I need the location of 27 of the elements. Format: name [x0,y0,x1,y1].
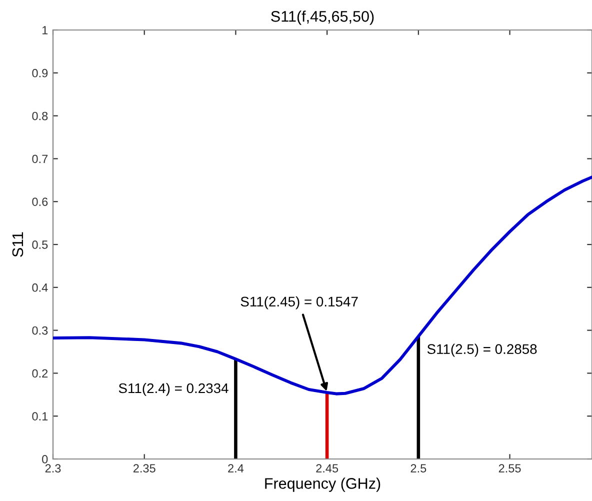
x-axis-title: Frequency (GHz) [265,478,380,492]
y-tick-label: 0.6 [32,198,48,206]
annotation: S11(2.45) = 0.1547 [240,296,358,310]
y-tick-label: 1 [42,26,48,34]
line-series [53,176,592,396]
chart-title: S11(f,45,65,50) [271,10,374,25]
y-tick-label: 0.8 [32,112,48,120]
x-tick-label: 2.4 [228,464,244,472]
y-tick-label: 0.5 [32,240,48,249]
y-tick-label: 0.9 [32,68,48,78]
annotation: S11(2.4) = 0.2334 [118,382,228,396]
y-tick-label: 0.7 [32,154,48,164]
y-tick-label: 0.1 [32,412,48,420]
x-tick-label: 2.3 [45,464,61,473]
annotation: S11(2.5) = 0.2858 [427,344,537,357]
x-tick-label: 2.5 [410,464,426,473]
bar [416,336,420,459]
y-tick-label: 0.4 [32,283,48,292]
bar [234,358,238,459]
y-tick-label: 0.2 [32,369,48,378]
bar [325,392,329,459]
y-axis-title: S11 [12,232,24,257]
x-tick-label: 2.45 [316,464,338,473]
y-tick-label: 0.3 [32,326,48,335]
x-tick-label: 2.55 [498,464,521,473]
x-tick-label: 2.35 [133,464,156,473]
y-tick-label: 0 [42,455,48,464]
